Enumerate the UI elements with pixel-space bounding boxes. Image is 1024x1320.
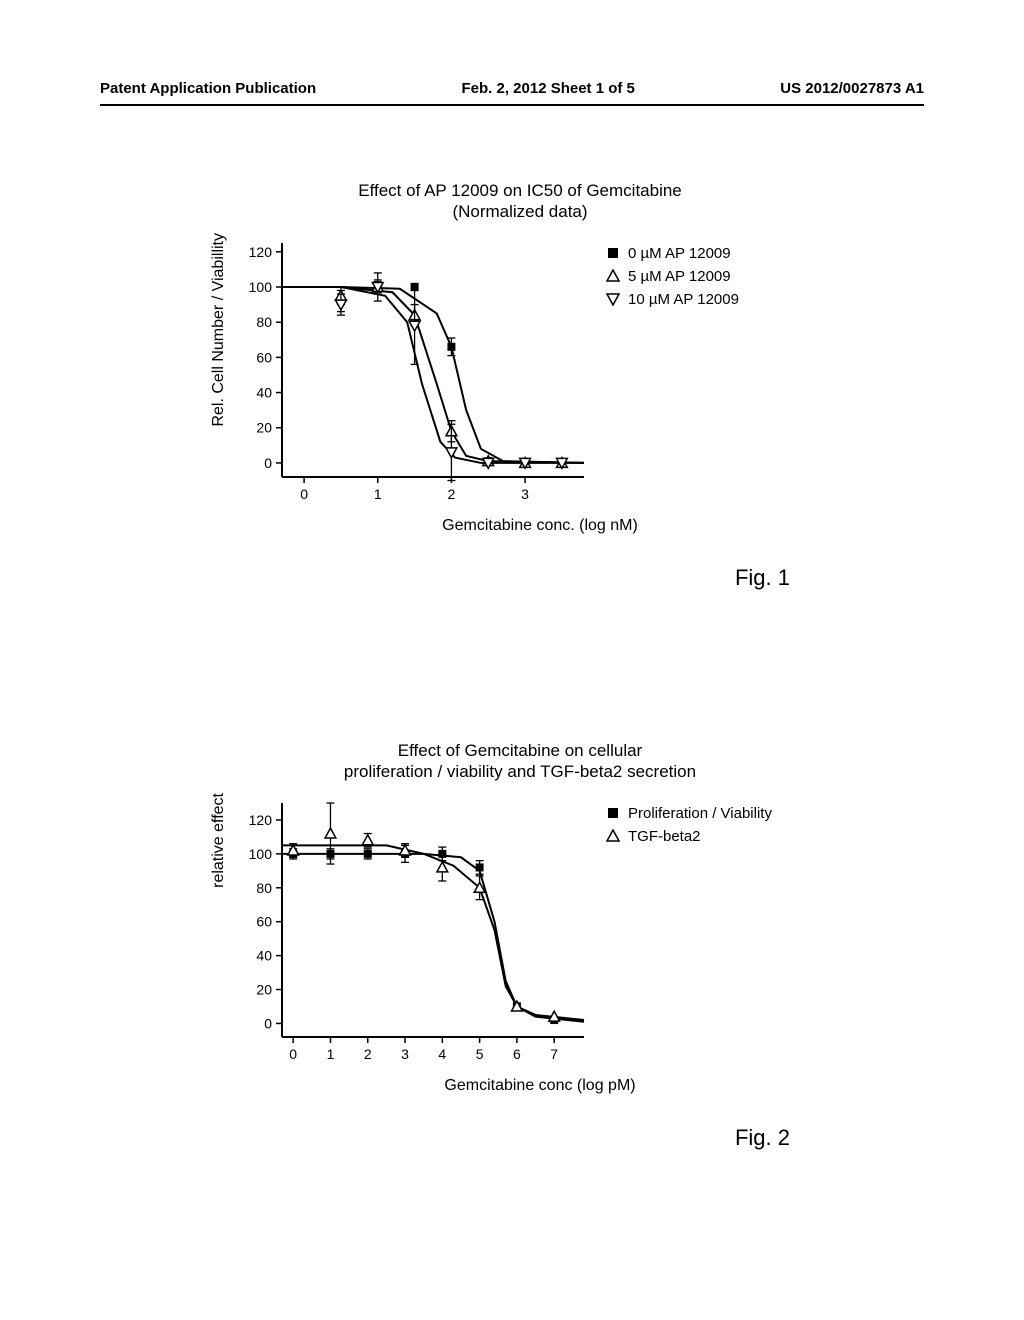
legend-label: 5 µM AP 12009 <box>628 268 731 285</box>
filled-square-icon <box>606 246 620 260</box>
svg-text:0: 0 <box>264 454 272 470</box>
fig1-caption: Fig. 1 <box>210 565 830 591</box>
legend-label: 10 µM AP 12009 <box>628 291 739 308</box>
svg-text:2: 2 <box>364 1046 372 1062</box>
svg-text:2: 2 <box>448 486 456 502</box>
fig1-title-line1: Effect of AP 12009 on IC50 of Gemcitabin… <box>358 181 682 200</box>
svg-text:120: 120 <box>249 243 273 259</box>
triangle-up-icon <box>606 829 620 843</box>
svg-text:40: 40 <box>256 947 272 963</box>
triangle-down-icon <box>606 292 620 306</box>
fig1-title: Effect of AP 12009 on IC50 of Gemcitabin… <box>210 180 830 223</box>
fig1-ylabel: Rel. Cell Number / Viabillity <box>210 233 228 447</box>
svg-text:0: 0 <box>264 1015 272 1031</box>
svg-text:60: 60 <box>256 349 272 365</box>
fig2-ylabel: relative effect <box>210 793 228 908</box>
legend-label: Proliferation / Viability <box>628 805 772 822</box>
svg-text:1: 1 <box>374 486 382 502</box>
header-center: Feb. 2, 2012 Sheet 1 of 5 <box>461 80 634 97</box>
legend-row: 10 µM AP 12009 <box>606 291 739 308</box>
svg-text:100: 100 <box>249 845 273 861</box>
fig2-title-line1: Effect of Gemcitabine on cellular <box>398 741 642 760</box>
triangle-up-icon <box>606 269 620 283</box>
svg-text:0: 0 <box>300 486 308 502</box>
svg-text:3: 3 <box>401 1046 409 1062</box>
fig2-legend: Proliferation / Viability TGF-beta2 <box>606 805 772 851</box>
fig2-caption: Fig. 2 <box>210 1125 830 1151</box>
figure-1: Effect of AP 12009 on IC50 of Gemcitabin… <box>210 180 830 591</box>
svg-text:80: 80 <box>256 314 272 330</box>
legend-label: 0 µM AP 12009 <box>628 245 731 262</box>
legend-row: 5 µM AP 12009 <box>606 268 739 285</box>
svg-text:7: 7 <box>550 1046 558 1062</box>
svg-text:6: 6 <box>513 1046 521 1062</box>
svg-text:40: 40 <box>256 384 272 400</box>
fig1-legend: 0 µM AP 12009 5 µM AP 12009 10 µM AP 120… <box>606 245 739 314</box>
svg-text:0: 0 <box>289 1046 297 1062</box>
svg-text:20: 20 <box>256 981 272 997</box>
legend-row: 0 µM AP 12009 <box>606 245 739 262</box>
fig2-chart: 0 20 40 60 80 100 120 0 1 2 3 4 5 6 7 <box>234 793 594 1073</box>
svg-text:5: 5 <box>476 1046 484 1062</box>
svg-text:20: 20 <box>256 419 272 435</box>
fig1-xlabel: Gemcitabine conc. (log nM) <box>250 517 830 535</box>
svg-text:4: 4 <box>438 1046 446 1062</box>
fig2-title-line2: proliferation / viability and TGF-beta2 … <box>344 762 696 781</box>
fig2-title: Effect of Gemcitabine on cellular prolif… <box>210 740 830 783</box>
fig1-chart: 0 20 40 60 80 100 120 0 1 2 3 <box>234 233 594 513</box>
fig2-xlabel: Gemcitabine conc (log pM) <box>250 1077 830 1095</box>
svg-text:1: 1 <box>327 1046 335 1062</box>
header-left: Patent Application Publication <box>100 80 316 97</box>
header-rule <box>100 104 924 106</box>
figure-2: Effect of Gemcitabine on cellular prolif… <box>210 740 830 1151</box>
legend-label: TGF-beta2 <box>628 828 701 845</box>
legend-row: Proliferation / Viability <box>606 805 772 822</box>
fig1-title-line2: (Normalized data) <box>452 202 587 221</box>
svg-text:60: 60 <box>256 913 272 929</box>
filled-square-icon <box>606 806 620 820</box>
legend-row: TGF-beta2 <box>606 828 772 845</box>
svg-text:100: 100 <box>249 278 273 294</box>
svg-text:120: 120 <box>249 811 273 827</box>
svg-text:80: 80 <box>256 879 272 895</box>
svg-text:3: 3 <box>521 486 529 502</box>
page-header: Patent Application Publication Feb. 2, 2… <box>0 80 1024 97</box>
header-right: US 2012/0027873 A1 <box>780 80 924 97</box>
